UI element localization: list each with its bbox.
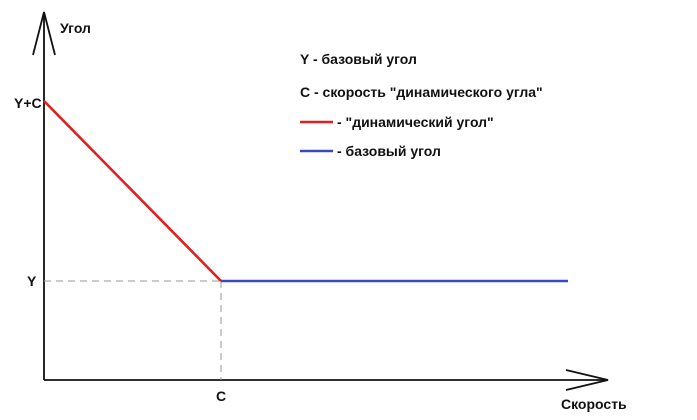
y-tick-mid-label: Y [27, 273, 37, 289]
dynamic-angle-line [43, 100, 222, 282]
x-tick-label: C [216, 388, 226, 404]
x-axis-label: Скорость [561, 396, 627, 412]
legend-line-c: C - скорость "динамического угла" [300, 84, 543, 100]
x-axis-arrow [565, 369, 609, 391]
y-tick-top-label: Y+C [14, 95, 42, 111]
y-axis-arrow [32, 11, 56, 56]
legend-blue-label: - базовый угол [337, 143, 441, 159]
legend-line-y: Y - базовый угол [300, 51, 417, 67]
y-axis-label: Угол [60, 20, 91, 36]
legend: Y - базовый угол C - скорость "динамичес… [300, 51, 543, 159]
legend-red-label: - "динамический угол" [337, 114, 494, 130]
